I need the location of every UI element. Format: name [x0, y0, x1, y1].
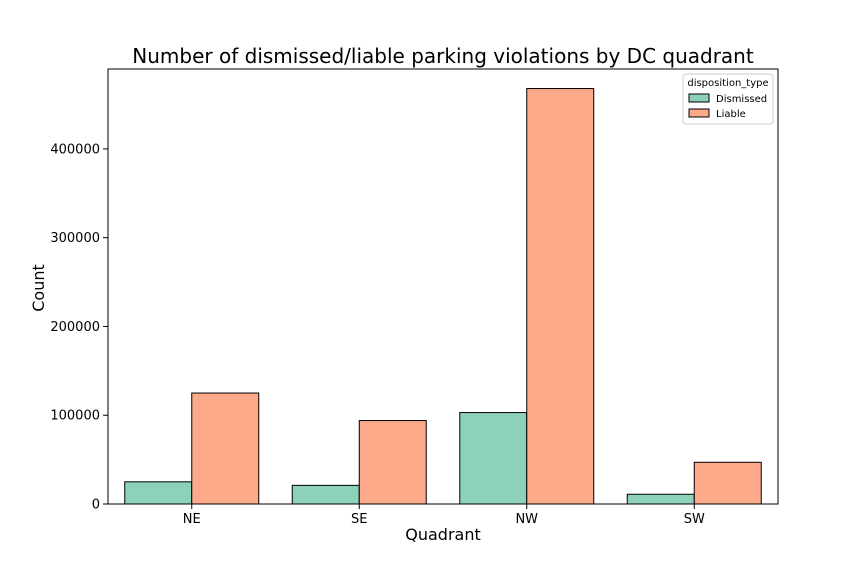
bar-liable-sw — [693, 461, 762, 505]
y-axis-title: Count — [29, 264, 48, 312]
bar-liable-ne — [191, 392, 260, 505]
chart-title: Number of dismissed/liable parking viola… — [132, 44, 754, 68]
x-tick-label-sw: SW — [684, 512, 705, 527]
x-tick-label-se: SE — [351, 512, 367, 527]
x-tick-label-nw: NW — [515, 512, 538, 527]
legend-swatch-liable — [688, 108, 710, 118]
bar-dismissed-sw — [626, 493, 695, 505]
y-tick-label-3: 300000 — [50, 231, 100, 246]
bar-dismissed-se — [291, 484, 360, 505]
legend-title: disposition_type — [687, 78, 768, 89]
y-tick-label-4: 400000 — [50, 142, 100, 157]
y-tick-label-1: 100000 — [50, 409, 100, 424]
legend-label-liable: Liable — [716, 109, 746, 120]
bar-liable-se — [358, 420, 427, 505]
x-axis-title: Quadrant — [405, 525, 481, 544]
bars-layer — [124, 88, 762, 505]
y-tick-label-0: 0 — [92, 498, 100, 513]
axes-layer: NE SE NW SW 0 100000 200000 300000 400000 — [50, 68, 779, 527]
x-tick-label-ne: NE — [183, 512, 201, 527]
y-tick-label-2: 200000 — [50, 320, 100, 335]
bar-liable-nw — [526, 88, 595, 505]
plot-frame — [107, 68, 779, 505]
bar-dismissed-nw — [459, 412, 528, 505]
bar-dismissed-ne — [124, 481, 193, 505]
legend: disposition_type Dismissed Liable — [682, 73, 774, 125]
legend-label-dismissed: Dismissed — [716, 94, 767, 105]
legend-swatch-dismissed — [688, 93, 710, 103]
